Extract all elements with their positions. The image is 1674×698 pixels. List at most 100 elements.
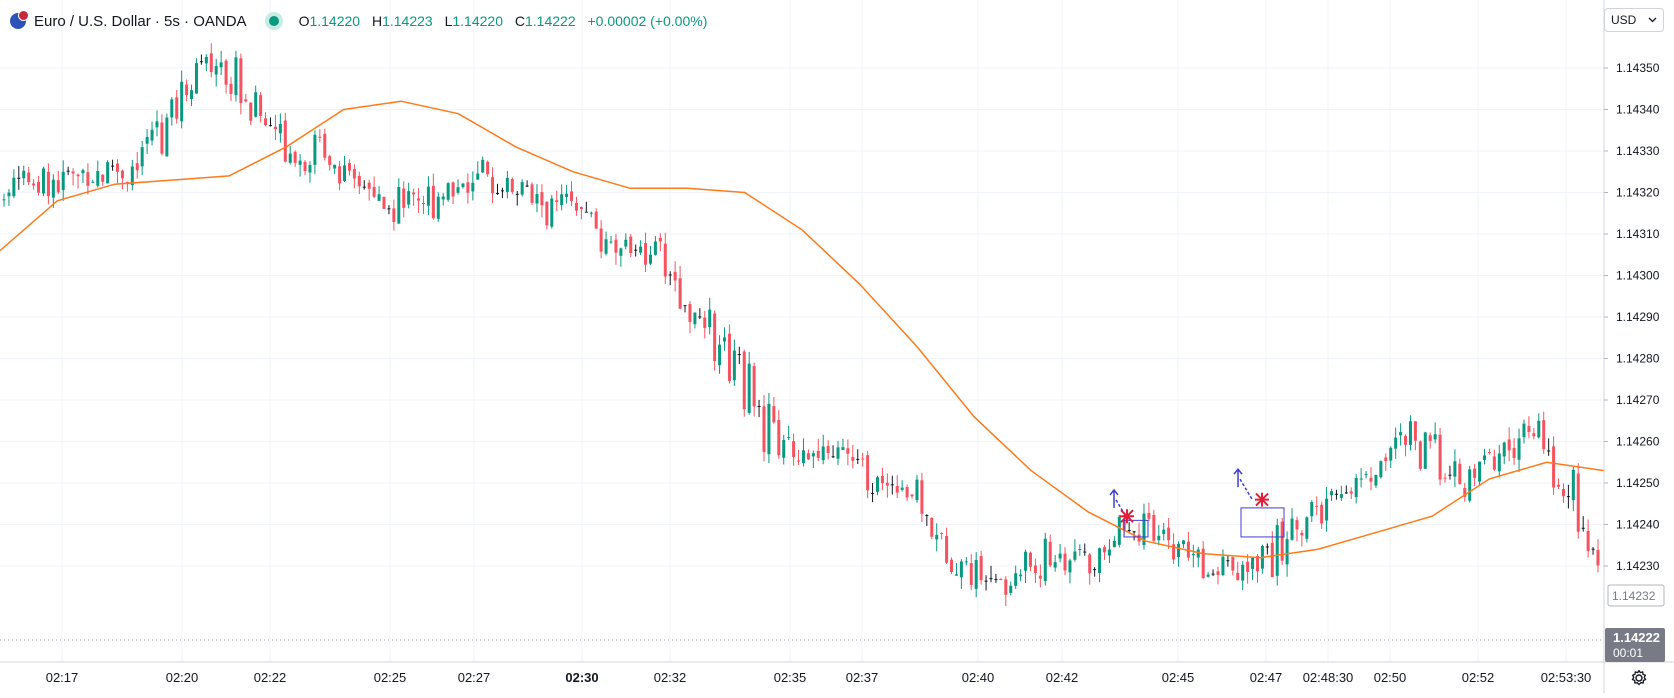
candle-body (693, 312, 697, 325)
candle-body (1596, 549, 1600, 566)
candle-body (86, 172, 90, 186)
time-tick-label: 02:20 (166, 670, 199, 685)
chevron-down-icon (1648, 17, 1657, 23)
candle-body (1063, 553, 1067, 571)
price-tick-label: 1.14330 (1616, 144, 1660, 158)
candle-body (347, 162, 351, 171)
candle-body (313, 134, 317, 165)
candle-body (614, 239, 618, 253)
candle-body (446, 183, 450, 200)
market-status-icon[interactable] (268, 16, 279, 26)
candle-body (1349, 491, 1353, 494)
candle-body (1364, 474, 1368, 476)
candle-body (1586, 530, 1590, 552)
candle-body (372, 186, 376, 197)
candle-body (1196, 549, 1200, 558)
symbol-legend[interactable]: Euro / U.S. Dollar · 5s · OANDA O1.14220… (10, 10, 707, 32)
candle-body (120, 170, 124, 179)
candle-body (1339, 494, 1343, 498)
candle-body (826, 446, 830, 454)
candle-body (1073, 551, 1077, 560)
drawing-rectangle[interactable] (1123, 519, 1149, 538)
candle-body (678, 278, 682, 309)
candle-body (268, 125, 272, 127)
candle-body (579, 206, 583, 209)
candle-body (821, 446, 825, 461)
candle-body (1221, 556, 1225, 575)
time-axis: 02:17 02:20 02:22 02:25 02:27 02:30 02:32 02:35… (46, 670, 1592, 685)
candle-body (969, 563, 973, 585)
candle-body (1068, 560, 1072, 573)
candle-body (515, 193, 519, 195)
candle-body (836, 447, 840, 459)
candle-body (1028, 552, 1032, 567)
high-label: H (371, 13, 383, 29)
candle-body (37, 181, 41, 193)
candle-body (648, 254, 652, 264)
candle-body (155, 121, 159, 128)
candle-body (925, 515, 929, 517)
candle-body (634, 249, 638, 251)
low-label: L (444, 13, 453, 29)
candle-body (787, 436, 791, 438)
drawing-arrow-up[interactable] (1233, 467, 1243, 488)
candle-body (1512, 447, 1516, 459)
candle-body (500, 190, 504, 192)
candle-body (950, 559, 954, 573)
candle-body (1591, 548, 1595, 550)
candle-body (1162, 529, 1166, 534)
candle-body (219, 62, 223, 68)
candle-body (871, 492, 875, 494)
candle-body (81, 170, 85, 174)
candle-body (1374, 474, 1378, 486)
candle-body (426, 186, 430, 206)
candle-body (505, 177, 509, 192)
candle-body (224, 60, 228, 85)
asterisk-marker[interactable] (1255, 492, 1269, 507)
candle-body (1502, 442, 1506, 457)
candle-body (288, 153, 292, 163)
price-tick-label: 1.14290 (1616, 310, 1660, 324)
candle-body (1487, 451, 1491, 453)
candle-body (1571, 469, 1575, 501)
price-tick-label: 1.14340 (1616, 103, 1660, 117)
candle-body (254, 92, 258, 117)
candle-body (495, 192, 499, 194)
drawing-rectangle[interactable] (1240, 507, 1285, 538)
candle-body (461, 183, 465, 187)
candle-body (1083, 551, 1087, 553)
candle-body (594, 211, 598, 229)
candle-body (249, 102, 253, 121)
candle-body (417, 198, 421, 201)
candle-body (772, 406, 776, 423)
candle-body (106, 162, 110, 184)
symbol-title[interactable]: Euro / U.S. Dollar · 5s · OANDA (34, 12, 247, 30)
asterisk-marker[interactable] (1120, 509, 1134, 524)
candle-body (629, 236, 633, 254)
flag-icon (10, 10, 29, 29)
candle-body (214, 66, 218, 75)
candle-body (1231, 557, 1235, 571)
candle-body (560, 194, 564, 206)
candle-body (367, 182, 371, 189)
candle-body (1127, 530, 1131, 532)
price-tick-label: 1.14320 (1616, 186, 1660, 200)
currency-button[interactable]: USD (1604, 8, 1664, 32)
candle-body (1142, 513, 1146, 546)
candle-body (1048, 541, 1052, 566)
close-value: 1.14222 (525, 13, 576, 29)
candle-body (1201, 548, 1205, 579)
candle-body (1359, 478, 1363, 480)
candle-body (199, 61, 203, 63)
candle-body (1191, 554, 1195, 556)
settings-button[interactable] (1628, 667, 1650, 689)
candle-body (584, 211, 588, 213)
candle-body (1394, 437, 1398, 449)
close-label: C (514, 13, 525, 29)
drawing-arrow-up[interactable] (1109, 488, 1119, 508)
candle-body (1147, 512, 1151, 519)
time-tick-label: 02:27 (458, 670, 491, 685)
candle-body (1581, 527, 1585, 529)
